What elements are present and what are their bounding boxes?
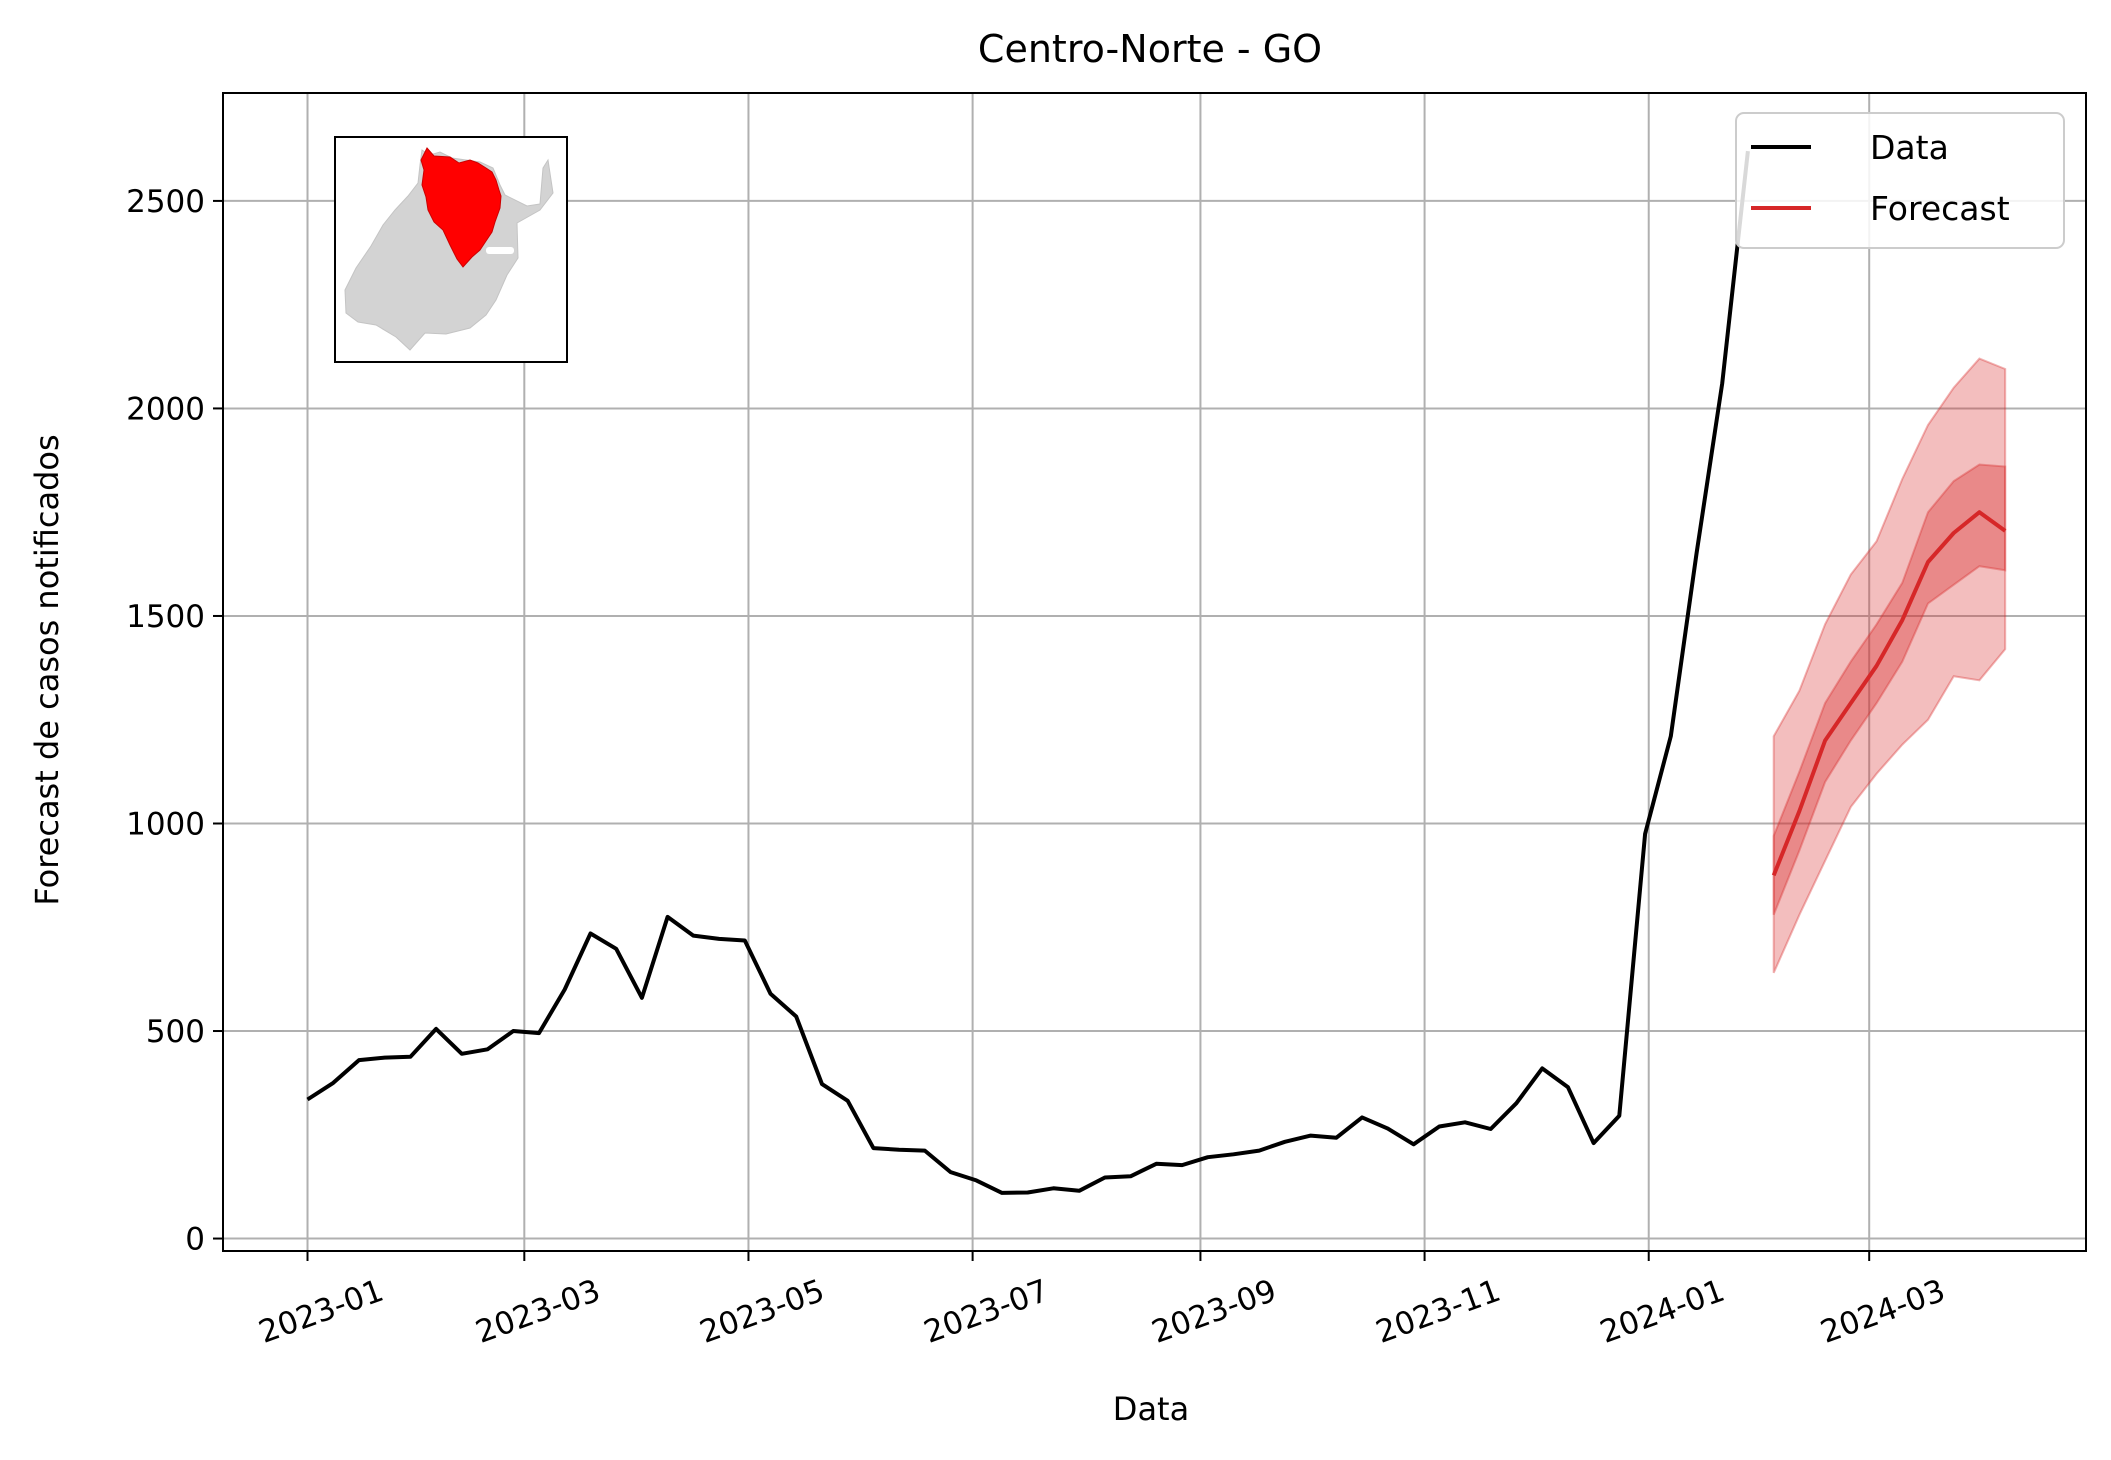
- y-tick-label: 0: [185, 1222, 205, 1258]
- y-tick-label: 1000: [126, 806, 205, 842]
- legend-forecast-label: Forecast: [1870, 189, 2010, 228]
- region-inset-map: [334, 136, 568, 363]
- y-tick-label: 500: [146, 1014, 205, 1050]
- x-axis-label: Data: [1113, 1390, 1189, 1428]
- y-tick-label: 1500: [126, 599, 205, 635]
- forecast-series-line: [1771, 510, 2007, 877]
- legend-frame: [1735, 112, 2065, 249]
- forecast-band-50: [1772, 463, 2007, 916]
- chart-title: Centro-Norte - GO: [978, 27, 1322, 71]
- data-series-line: [306, 150, 1750, 1195]
- legend: Data Forecast: [1735, 112, 2065, 249]
- y-axis-label: Forecast de casos notificados: [28, 434, 66, 905]
- inset-map-gap: [486, 247, 514, 254]
- forecast-band-90: [1772, 357, 2007, 974]
- y-tick-label: 2000: [126, 391, 205, 427]
- highlighted-region-shape: [420, 147, 502, 268]
- legend-data-label: Data: [1870, 128, 1949, 167]
- axes-frame: [222, 92, 2087, 1252]
- y-tick-label: 2500: [126, 184, 205, 220]
